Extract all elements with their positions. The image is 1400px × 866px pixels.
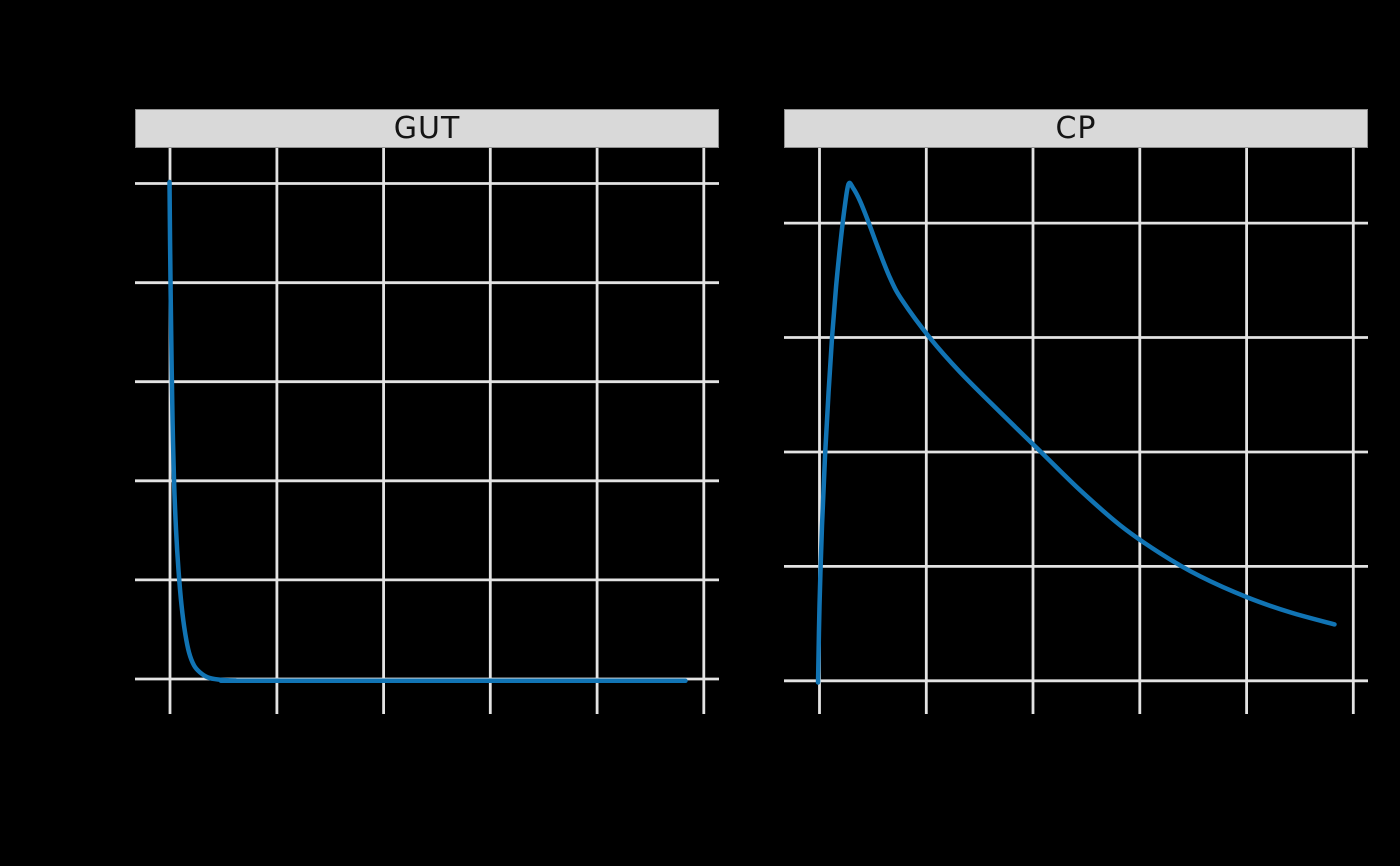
series-line-CP [815, 180, 1337, 685]
series-line-GUT [167, 179, 688, 684]
facet-panel-cp [784, 148, 1368, 714]
facet-strip-gut: GUT [135, 109, 719, 148]
facet-strip-cp-label: CP [1055, 110, 1097, 146]
facet-strip-cp: CP [784, 109, 1368, 148]
facet-strip-gut-label: GUT [393, 110, 461, 146]
facet-panel-gut [135, 148, 719, 714]
